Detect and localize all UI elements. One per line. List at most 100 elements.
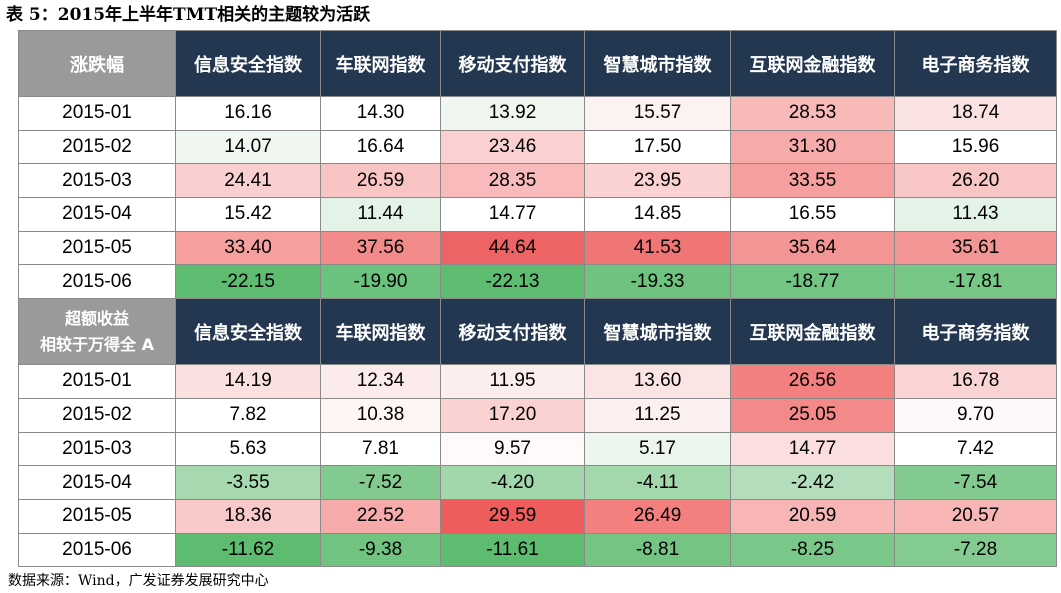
value-cell: -8.25 bbox=[730, 532, 895, 568]
column-header: 移动支付指数 bbox=[440, 30, 585, 97]
value-cell: 35.64 bbox=[730, 230, 895, 266]
value-cell: 26.49 bbox=[584, 498, 731, 534]
value-cell: 31.30 bbox=[730, 129, 895, 165]
value-cell: -9.38 bbox=[320, 532, 441, 568]
value-cell: 22.52 bbox=[320, 498, 441, 534]
value-cell: 14.77 bbox=[440, 197, 585, 232]
value-cell: 26.20 bbox=[894, 163, 1057, 199]
month-cell: 2015-02 bbox=[18, 129, 176, 165]
column-header: 信息安全指数 bbox=[175, 298, 321, 366]
column-header: 电子商务指数 bbox=[894, 30, 1057, 97]
value-cell: 7.82 bbox=[175, 397, 321, 433]
value-cell: 9.70 bbox=[894, 397, 1057, 433]
value-cell: 10.38 bbox=[320, 397, 441, 433]
value-cell: 33.55 bbox=[730, 163, 895, 199]
theme-index-table: 涨跌幅 信息安全指数 车联网指数 移动支付指数 智慧城市指数 互联网金融指数 电… bbox=[18, 30, 1057, 568]
value-cell: 11.25 bbox=[584, 397, 731, 433]
section2-row-header: 超额收益相较于万得全 A bbox=[18, 298, 176, 366]
month-cell: 2015-03 bbox=[18, 431, 176, 467]
table-row: 2015-03 5.63 7.81 9.57 5.17 14.77 7.42 bbox=[18, 431, 1057, 467]
value-cell: -2.42 bbox=[730, 465, 895, 500]
value-cell: 11.43 bbox=[894, 197, 1057, 232]
value-cell: 14.07 bbox=[175, 129, 321, 165]
value-cell: -7.54 bbox=[894, 465, 1057, 500]
column-header: 车联网指数 bbox=[320, 298, 441, 366]
month-cell: 2015-01 bbox=[18, 96, 176, 131]
value-cell: 24.41 bbox=[175, 163, 321, 199]
value-cell: 9.57 bbox=[440, 431, 585, 467]
value-cell: 17.50 bbox=[584, 129, 731, 165]
table-row: 2015-06 -22.15 -19.90 -22.13 -19.33 -18.77 -17… bbox=[18, 264, 1057, 300]
value-cell: -22.13 bbox=[440, 264, 585, 300]
table-row: 2015-04 -3.55 -7.52 -4.20 -4.11 -2.42 -7.54 bbox=[18, 465, 1057, 500]
column-header: 互联网金融指数 bbox=[730, 298, 895, 366]
section2-header-line2: 相较于万得全 A bbox=[40, 334, 154, 354]
month-cell: 2015-01 bbox=[18, 364, 176, 399]
section1-header-row: 涨跌幅 信息安全指数 车联网指数 移动支付指数 智慧城市指数 互联网金融指数 电… bbox=[18, 30, 1057, 97]
table-row: 2015-05 18.36 22.52 29.59 26.49 20.59 20.57 bbox=[18, 498, 1057, 534]
value-cell: 14.77 bbox=[730, 431, 895, 467]
value-cell: -17.81 bbox=[894, 264, 1057, 300]
value-cell: 15.96 bbox=[894, 129, 1057, 165]
value-cell: 25.05 bbox=[730, 397, 895, 433]
column-header: 信息安全指数 bbox=[175, 30, 321, 97]
value-cell: -4.20 bbox=[440, 465, 585, 500]
month-cell: 2015-05 bbox=[18, 498, 176, 534]
month-cell: 2015-04 bbox=[18, 465, 176, 500]
column-header: 智慧城市指数 bbox=[584, 298, 731, 366]
value-cell: 5.63 bbox=[175, 431, 321, 467]
value-cell: 13.92 bbox=[440, 96, 585, 131]
value-cell: 20.59 bbox=[730, 498, 895, 534]
value-cell: 29.59 bbox=[440, 498, 585, 534]
value-cell: 37.56 bbox=[320, 230, 441, 266]
value-cell: -7.52 bbox=[320, 465, 441, 500]
value-cell: -11.61 bbox=[440, 532, 585, 568]
value-cell: 14.30 bbox=[320, 96, 441, 131]
value-cell: 33.40 bbox=[175, 230, 321, 266]
value-cell: 35.61 bbox=[894, 230, 1057, 266]
value-cell: 16.55 bbox=[730, 197, 895, 232]
column-header: 智慧城市指数 bbox=[584, 30, 731, 97]
table-row: 2015-01 14.19 12.34 11.95 13.60 26.56 16.78 bbox=[18, 364, 1057, 399]
value-cell: -3.55 bbox=[175, 465, 321, 500]
value-cell: -11.62 bbox=[175, 532, 321, 568]
value-cell: -8.81 bbox=[584, 532, 731, 568]
value-cell: 18.36 bbox=[175, 498, 321, 534]
data-source-note: 数据来源：Wind，广发证券发展研究中心 bbox=[8, 573, 269, 589]
value-cell: -4.11 bbox=[584, 465, 731, 500]
value-cell: 41.53 bbox=[584, 230, 731, 266]
table-title: 表 5：2015年上半年TMT相关的主题较为活跃 bbox=[6, 5, 371, 25]
value-cell: -18.77 bbox=[730, 264, 895, 300]
value-cell: 13.60 bbox=[584, 364, 731, 399]
table-row: 2015-02 7.82 10.38 17.20 11.25 25.05 9.70 bbox=[18, 397, 1057, 433]
value-cell: -19.90 bbox=[320, 264, 441, 300]
value-cell: 11.95 bbox=[440, 364, 585, 399]
column-header: 电子商务指数 bbox=[894, 298, 1057, 366]
value-cell: 16.78 bbox=[894, 364, 1057, 399]
value-cell: 17.20 bbox=[440, 397, 585, 433]
value-cell: 16.64 bbox=[320, 129, 441, 165]
value-cell: 26.56 bbox=[730, 364, 895, 399]
value-cell: 14.19 bbox=[175, 364, 321, 399]
section1-row-header: 涨跌幅 bbox=[18, 30, 176, 97]
value-cell: 28.53 bbox=[730, 96, 895, 131]
value-cell: 28.35 bbox=[440, 163, 585, 199]
column-header: 车联网指数 bbox=[320, 30, 441, 97]
table-row: 2015-03 24.41 26.59 28.35 23.95 33.55 26.20 bbox=[18, 163, 1057, 199]
value-cell: 23.95 bbox=[584, 163, 731, 199]
value-cell: 18.74 bbox=[894, 96, 1057, 131]
section2-header-row: 超额收益 相较于万得全 A 信息安全指数 车联网指数 移动支付指数 智慧城市指数 互联网金融… bbox=[18, 298, 1057, 366]
month-cell: 2015-05 bbox=[18, 230, 176, 266]
value-cell: 16.16 bbox=[175, 96, 321, 131]
value-cell: 23.46 bbox=[440, 129, 585, 165]
table-row: 2015-01 16.16 14.30 13.92 15.57 28.53 18.74 bbox=[18, 96, 1057, 131]
month-cell: 2015-03 bbox=[18, 163, 176, 199]
month-cell: 2015-02 bbox=[18, 397, 176, 433]
value-cell: 12.34 bbox=[320, 364, 441, 399]
section2-header-line1: 超额收益 bbox=[64, 308, 129, 328]
month-cell: 2015-06 bbox=[18, 264, 176, 300]
table-row: 2015-06 -11.62 -9.38 -11.61 -8.81 -8.25 -7.28 bbox=[18, 532, 1057, 568]
table-row: 2015-02 14.07 16.64 23.46 17.50 31.30 15.96 bbox=[18, 129, 1057, 165]
column-header: 移动支付指数 bbox=[440, 298, 585, 366]
value-cell: 7.81 bbox=[320, 431, 441, 467]
